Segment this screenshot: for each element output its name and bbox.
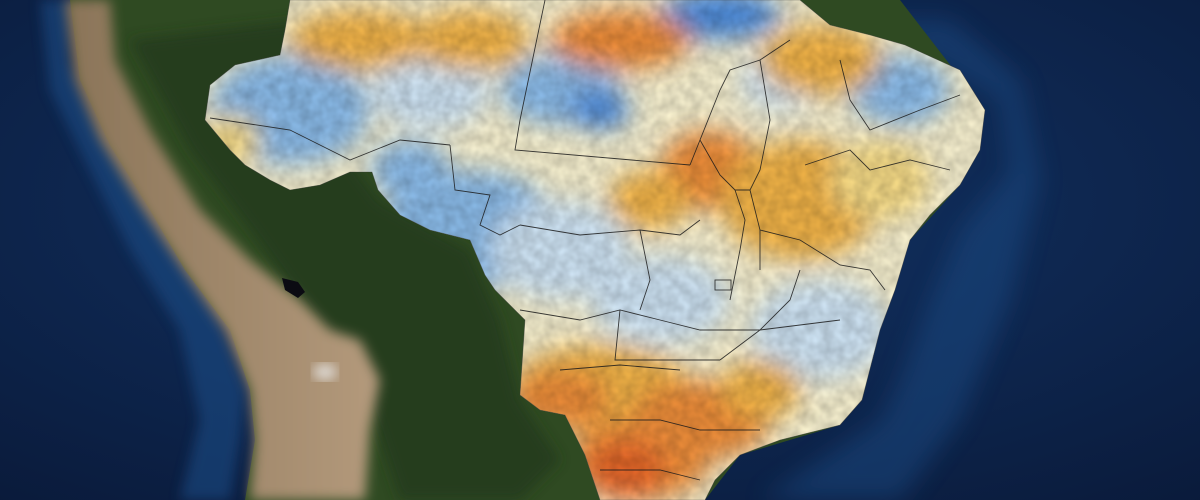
state-borders bbox=[209, 0, 961, 481]
brazil-outline bbox=[204, 0, 986, 500]
continental-shelf bbox=[760, 20, 1040, 500]
lake-titicaca bbox=[282, 278, 305, 298]
salt-flat bbox=[313, 364, 337, 380]
pacific-shelf bbox=[40, 0, 245, 500]
andes-mountains bbox=[65, 0, 380, 500]
